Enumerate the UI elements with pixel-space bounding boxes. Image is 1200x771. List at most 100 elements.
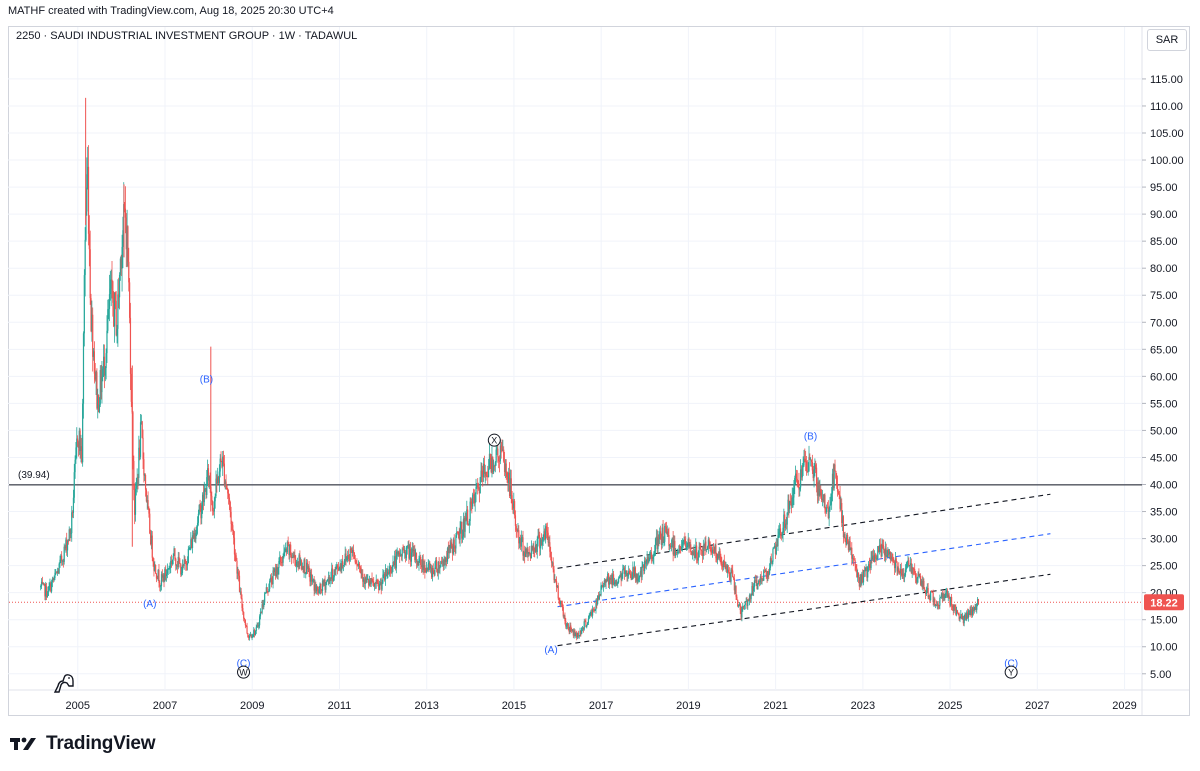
candle-body [223,463,225,485]
candle-body [826,507,828,512]
candle-body [337,567,340,571]
candle-body [767,571,769,578]
candle-body [101,376,103,393]
candle-body [529,552,531,554]
candle-body [566,625,568,627]
candle-body [569,625,571,632]
candle-body [743,605,746,607]
candle-body [95,372,97,380]
candle-body [310,574,312,582]
candle-body [601,585,603,587]
candle-body [327,577,330,580]
candle-body [934,599,936,606]
candle-body [846,535,849,542]
candle-body [628,571,630,576]
candle-body [974,606,976,610]
candle-body [555,579,557,582]
candle-body [603,580,605,585]
candle-body [594,609,596,611]
candle-body [251,636,253,638]
candle-body [620,574,622,581]
candle-body [753,580,756,587]
candle-body [66,539,68,551]
candle-body [221,461,223,467]
candle-body [519,538,521,544]
candle-body [950,597,952,606]
candle-body [343,562,345,566]
wave-label: (A) [143,599,156,610]
candle-body [200,505,202,519]
candle-body [686,545,688,547]
candle-body [784,523,787,528]
candle-body [97,395,99,409]
candle-body [292,557,294,558]
candle-body [685,546,688,548]
candle-body [126,226,128,250]
candle-body [304,559,306,574]
candle-body [524,552,526,557]
candle-body [259,616,261,626]
candle-body [663,541,665,543]
candle-body [564,615,566,621]
candle-body [833,464,835,489]
candle-body [329,577,331,584]
candle-body [377,582,379,584]
candle-body [462,536,464,539]
candle-body [293,554,295,558]
candle-body [529,553,532,559]
candle-body [651,558,653,560]
candle-body [368,580,371,586]
candle-body [696,557,699,561]
candle-body [688,538,690,547]
price-tick-label: 45.00 [1150,452,1178,464]
candle-body [162,575,164,578]
price-tick-label: 35.00 [1150,507,1178,519]
candle-body [331,568,334,581]
candle-body [63,546,65,562]
candle-body [432,568,434,571]
time-tick-label: 2019 [676,700,700,712]
candle-body [545,526,548,531]
candle-body [111,279,113,282]
candle-body [779,528,782,534]
candle-body [477,483,479,488]
candle-body [550,551,552,557]
candle-body [411,548,413,553]
candle-body [79,430,81,452]
candle-body [188,548,190,550]
candle-body [661,527,663,545]
candle-body [930,591,932,600]
candle-body [53,578,55,580]
candle-body [957,612,959,615]
candle-body [316,587,319,591]
candle-body [608,577,610,585]
candle-body [403,549,405,554]
candle-body [175,558,177,566]
candle-body [189,547,191,549]
candle-body [678,545,680,552]
candle-body [715,545,717,559]
candle-body [385,569,387,577]
currency-selector[interactable]: SAR [1147,29,1187,51]
candle-body [165,573,168,577]
candle-body [675,552,677,556]
candle-body [472,494,475,496]
candle-body [232,525,234,531]
candle-body [326,579,329,582]
candle-body [580,630,582,634]
candle-body [973,609,975,612]
candle-body [732,577,735,579]
candle-body [300,560,302,566]
candle-body [100,370,102,393]
candle-body [644,560,647,564]
candle-body [609,577,611,580]
candle-body [253,630,256,635]
candle-body [456,531,459,533]
candle-body [116,328,118,336]
candle-body [836,485,839,492]
candle-body [896,562,898,572]
candle-body [127,226,129,262]
candle-body [822,498,824,502]
candle-body [713,549,715,554]
